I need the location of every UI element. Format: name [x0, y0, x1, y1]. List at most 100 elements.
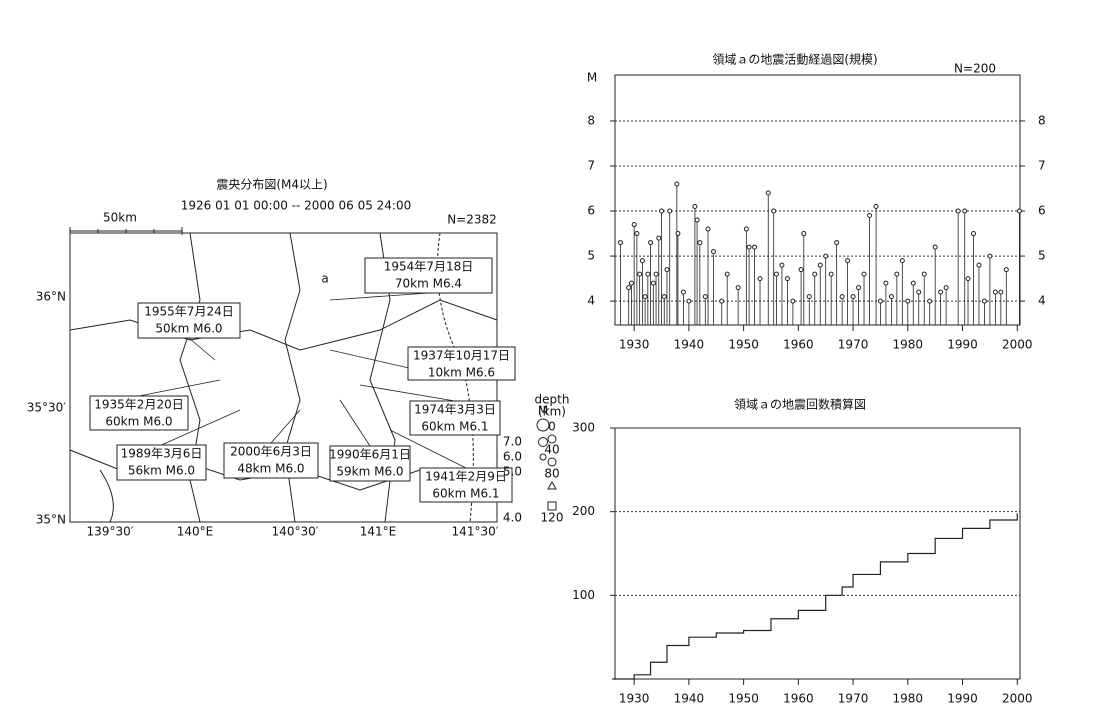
stem-head — [962, 208, 968, 214]
annotation-text: 1989年3月6日 — [121, 447, 203, 461]
stem-head — [697, 240, 703, 246]
x-tick-label: 1980 — [893, 338, 924, 352]
x-tick-label: 1970 — [838, 692, 869, 706]
annotation-text: 10km M6.6 — [428, 366, 495, 380]
cumulative-line — [612, 513, 1018, 680]
stem-head — [955, 208, 961, 214]
stem-head — [910, 280, 916, 286]
stem-head — [675, 231, 681, 237]
annotation-box — [364, 257, 493, 294]
stem-head — [664, 267, 670, 273]
stem-head — [987, 253, 993, 259]
stem-head — [812, 271, 818, 277]
annotation-text: 50km M6.0 — [155, 322, 222, 336]
x-tick-label: 2000 — [1002, 692, 1033, 706]
y-tick-label: 300 — [572, 421, 595, 435]
stem-head — [648, 240, 654, 246]
stem-head — [752, 244, 758, 250]
stem-head — [883, 280, 889, 286]
y-tick-label-right: 8 — [1038, 113, 1046, 127]
y-tick-label: 7 — [587, 158, 595, 172]
lon-label: 140°30′ — [272, 525, 319, 539]
stem-head — [823, 253, 829, 259]
stem-head — [656, 235, 662, 241]
stem-head — [921, 271, 927, 277]
annotation-box — [329, 445, 411, 482]
stem-head — [746, 244, 752, 250]
annotation-text: 59km M6.0 — [336, 465, 403, 479]
x-tick-label: 2000 — [1002, 338, 1033, 352]
annotation-text: 1935年2月20日 — [94, 398, 183, 412]
y-tick-label-right: 4 — [1038, 294, 1046, 308]
stem-head — [916, 289, 922, 295]
plot-frame — [614, 74, 1021, 326]
lon-label: 139°30′ — [87, 525, 134, 539]
annotation-text: 1955年7月24日 — [144, 305, 233, 319]
stem-head — [970, 231, 976, 237]
annotation-text: 56km M6.0 — [128, 464, 195, 478]
stem-head — [650, 280, 656, 286]
stem-head — [938, 289, 944, 295]
stem-head — [705, 226, 711, 232]
scale-bar — [69, 227, 183, 235]
x-tick-label: 1990 — [947, 692, 978, 706]
stem-head — [828, 271, 834, 277]
depth-label: 80 — [544, 467, 559, 481]
chart-title: 領域ａの地震活動経過図(規模) — [712, 52, 877, 67]
stem-head — [757, 276, 763, 282]
stem-head — [817, 262, 823, 268]
y-tick-label: 100 — [572, 588, 595, 602]
stem-head — [998, 289, 1004, 295]
legend-title: M — [538, 404, 548, 418]
stem-head — [719, 298, 725, 304]
stem-head — [790, 298, 796, 304]
annotation-text: 60km M6.0 — [105, 415, 172, 429]
annotation-text: 60km M6.1 — [432, 487, 499, 501]
stem-head — [899, 258, 905, 264]
legend-title: (km) — [538, 405, 566, 419]
y-tick-label-right: 6 — [1038, 204, 1046, 218]
magnitude-label: 7.0 — [503, 435, 522, 449]
stem-head — [667, 208, 673, 214]
stem-head — [702, 294, 708, 300]
annotation-box — [419, 467, 513, 503]
annotation-text: 1974年3月3日 — [414, 403, 496, 417]
stem-head — [645, 271, 651, 277]
lat-label: 35°30′ — [27, 401, 67, 415]
stem-head — [992, 289, 998, 295]
x-tick-label: 1940 — [674, 338, 705, 352]
lon-label: 140°E — [177, 525, 214, 539]
plot-frame — [614, 427, 1021, 680]
stem-head — [642, 294, 648, 300]
stem-head — [965, 276, 971, 282]
x-tick-label: 1980 — [893, 692, 924, 706]
annotation-box — [223, 442, 319, 479]
stem-head — [905, 298, 911, 304]
depth-label: 120 — [541, 511, 564, 525]
stem-head — [873, 204, 879, 210]
scale-label: 50km — [103, 211, 137, 225]
stem-head — [845, 258, 851, 264]
stem-head — [888, 294, 894, 300]
annotation-box — [407, 346, 516, 381]
lat-label: 35°N — [36, 513, 66, 527]
leader-line — [389, 429, 467, 469]
x-tick-label: 1960 — [783, 692, 814, 706]
leader-line — [339, 399, 371, 447]
y-tick-label: 8 — [587, 113, 595, 127]
stem-head — [932, 244, 938, 250]
stem-head — [617, 240, 623, 246]
stem-head — [626, 285, 632, 291]
x-tick-label: 1930 — [619, 692, 650, 706]
y-tick-label: 6 — [587, 204, 595, 218]
y-tick-label: 200 — [572, 504, 595, 518]
leader-line — [329, 292, 429, 301]
stem-head — [711, 249, 717, 255]
stem-head — [773, 271, 779, 277]
stem-head — [877, 298, 883, 304]
leader-line — [359, 384, 456, 402]
stem-head — [784, 276, 790, 282]
stem-head — [659, 208, 665, 214]
stem-head — [765, 190, 771, 196]
